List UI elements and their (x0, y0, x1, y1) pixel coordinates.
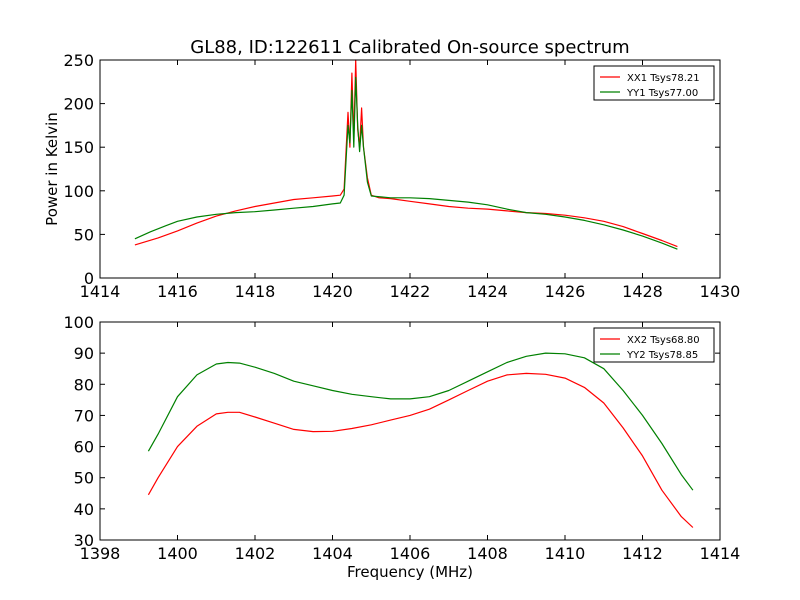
legend-entry: XX2 Tsys68.80 (627, 335, 700, 346)
legend-entry: YY1 Tsys77.00 (626, 88, 698, 99)
y-tick-label: 70 (74, 406, 94, 425)
y-tick-label: 60 (74, 438, 94, 457)
y-tick-label: 200 (63, 95, 94, 114)
x-tick-label: 1404 (312, 544, 353, 563)
x-tick-label: 1420 (312, 282, 353, 301)
x-tick-label: 1398 (80, 544, 121, 563)
x-tick-label: 1430 (700, 282, 741, 301)
y-tick-label: 150 (63, 138, 94, 157)
legend-entry: XX1 Tsys78.21 (627, 73, 700, 84)
x-tick-label: 1414 (80, 282, 121, 301)
x-tick-label: 1402 (235, 544, 276, 563)
series-line-1 (147, 372, 694, 528)
legend-box (593, 327, 715, 363)
bottom-spectrum-plot: 1398 1400 1402 1404 1406 1408 1410 1412 1414 30 40… (63, 313, 740, 581)
series-line-1 (134, 59, 678, 248)
legend-box (593, 65, 715, 101)
figure-title: GL88, ID:122611 Calibrated On-source spe… (190, 37, 629, 58)
legend: XX2 Tsys68.80 YY2 Tsys78.85 (593, 327, 715, 363)
x-tick-label: 1416 (157, 282, 198, 301)
x-tick-label: 1400 (157, 544, 198, 563)
legend-entry: YY2 Tsys78.85 (626, 350, 698, 361)
y-tick-label: 0 (84, 269, 94, 288)
series-line-2 (147, 352, 694, 491)
x-tick-label: 1412 (622, 544, 663, 563)
x-tick-label: 1426 (545, 282, 586, 301)
y-tick-label: 50 (74, 225, 94, 244)
x-tick-label: 1410 (545, 544, 586, 563)
x-tick-label: 1408 (467, 544, 508, 563)
x-tick-label: 1414 (700, 544, 741, 563)
top-spectrum-plot: 1414 1416 1418 1420 1422 1424 1426 1428 1430 0 50 1… (43, 51, 740, 301)
y-tick-label: 90 (74, 344, 94, 363)
series-line-2 (134, 76, 678, 250)
y-tick-label: 100 (63, 313, 94, 332)
y-tick-label: 40 (74, 500, 94, 519)
x-tick-label: 1406 (390, 544, 431, 563)
x-tick-label: 1422 (390, 282, 431, 301)
y-tick-label: 100 (63, 182, 94, 201)
y-tick-label: 50 (74, 469, 94, 488)
x-tick-label: 1424 (467, 282, 508, 301)
y-tick-label: 30 (74, 531, 94, 550)
x-axis-label: Frequency (MHz) (347, 563, 473, 581)
legend: XX1 Tsys78.21 YY1 Tsys77.00 (593, 65, 715, 101)
x-tick-label: 1418 (235, 282, 276, 301)
x-tick-label: 1428 (622, 282, 663, 301)
y-axis-label: Power in Kelvin (43, 112, 61, 226)
y-tick-label: 80 (74, 375, 94, 394)
y-tick-label: 250 (63, 51, 94, 70)
